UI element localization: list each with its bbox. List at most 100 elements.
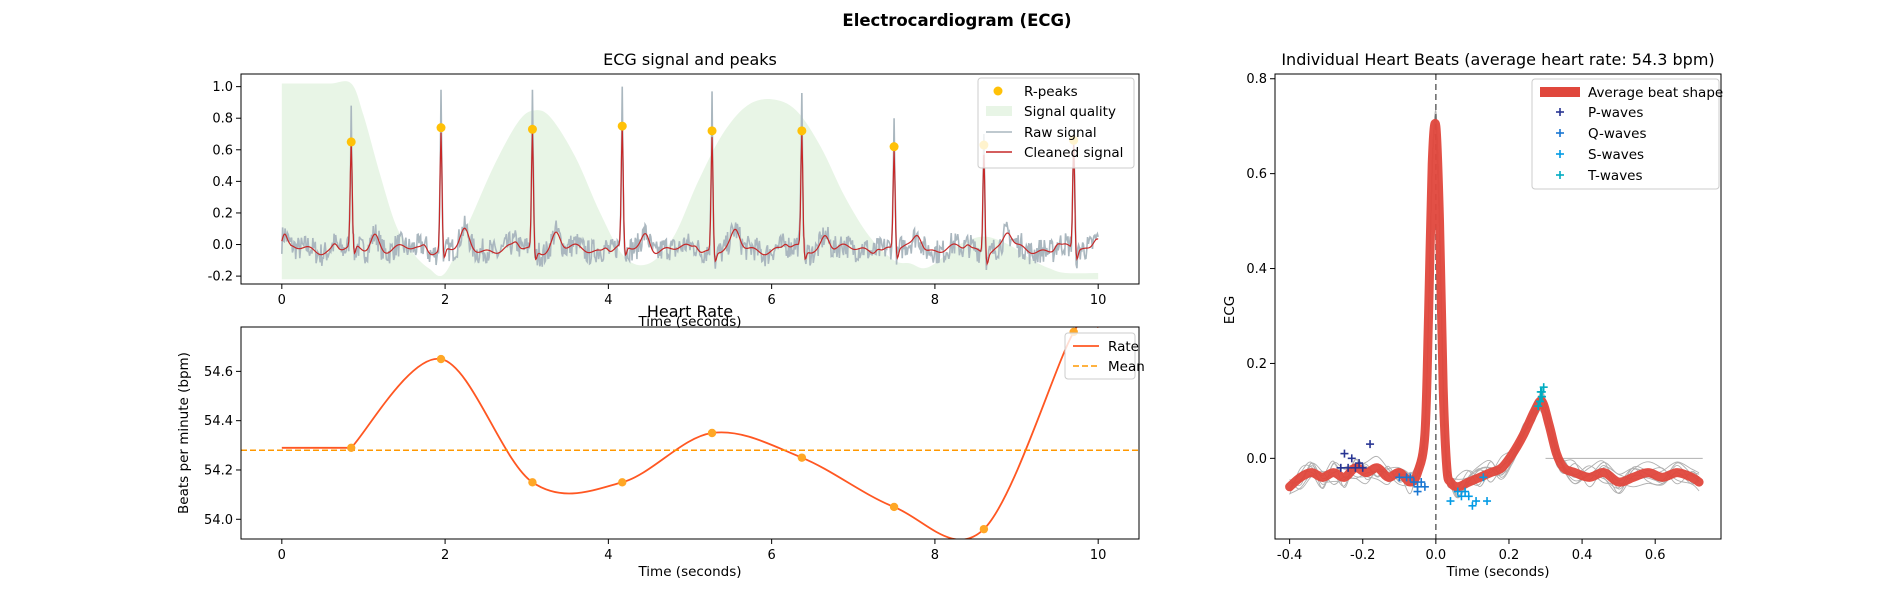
beats-ytick-label: 0.2 xyxy=(1246,357,1267,372)
q-wave-marker xyxy=(1413,487,1422,496)
rate-xtick-label: 0 xyxy=(278,548,286,563)
ecg-ytick-label: 0.8 xyxy=(212,112,233,127)
s-wave-marker xyxy=(1468,501,1477,510)
p-wave-marker xyxy=(1366,440,1375,449)
beats-xtick-label: 0.4 xyxy=(1572,548,1593,563)
legend-label-mean: Mean xyxy=(1108,359,1145,375)
p-wave-marker xyxy=(1347,454,1356,463)
r-peak-point xyxy=(617,121,627,131)
rate-point xyxy=(528,478,537,487)
t-wave-marker xyxy=(1537,392,1546,401)
legend-label-r-peaks: R-peaks xyxy=(1024,84,1078,100)
rate-xtick-label: 2 xyxy=(441,548,449,563)
r-peak-point xyxy=(889,142,899,152)
figure-title: Electrocardiogram (ECG) xyxy=(842,11,1071,30)
beats-xtick-label: 0.6 xyxy=(1645,548,1666,563)
legend-swatch-quality xyxy=(986,106,1012,116)
rate-ytick-label: 54.0 xyxy=(204,513,233,528)
s-wave-marker xyxy=(1461,487,1470,496)
q-wave-marker xyxy=(1420,482,1429,491)
legend-swatch-s-waves xyxy=(1556,150,1564,158)
legend-label-quality: Signal quality xyxy=(1024,104,1116,120)
ecg-ytick-label: -0.2 xyxy=(208,270,233,285)
rate-point xyxy=(436,354,446,364)
beats-ytick-label: 0.0 xyxy=(1246,452,1267,467)
p-wave-marker xyxy=(1355,459,1364,468)
legend-label-s-waves: S-waves xyxy=(1588,147,1644,163)
rate-point xyxy=(707,428,717,438)
legend-label-raw: Raw signal xyxy=(1024,125,1097,141)
legend-label-p-waves: P-waves xyxy=(1588,105,1643,121)
rate-point xyxy=(889,502,899,512)
r-peak-point xyxy=(797,126,807,136)
ecg-xlabel: Time (seconds) xyxy=(637,314,741,330)
r-peak-point xyxy=(346,137,356,147)
ecg-plot-area xyxy=(281,81,1099,280)
beats-frame xyxy=(1274,73,1722,540)
rate-point xyxy=(797,453,807,462)
average-beat-line xyxy=(1285,119,1704,492)
p-wave-marker xyxy=(1344,463,1353,472)
legend-label-q-waves: Q-waves xyxy=(1588,126,1647,142)
legend-label-rate: Rate xyxy=(1108,339,1139,355)
rate-title: Heart Rate xyxy=(647,302,733,321)
rate-frame xyxy=(240,326,1140,540)
rate-ytick-label: 54.4 xyxy=(204,414,233,429)
ecg-xtick-label: 0 xyxy=(278,293,286,308)
rate-xtick-label: 4 xyxy=(604,548,612,563)
legend-label-t-waves: T-waves xyxy=(1587,168,1643,184)
ecg-ytick-label: 0.6 xyxy=(212,143,233,158)
rate-point xyxy=(979,524,989,534)
beats-plot-area xyxy=(1285,74,1704,539)
raw-signal-line xyxy=(281,86,1099,271)
rate-plot-area xyxy=(241,327,1139,539)
s-wave-marker xyxy=(1483,497,1492,506)
cleaned-signal-line xyxy=(281,126,1099,266)
legend-swatch-r-peaks xyxy=(993,86,1003,96)
legend-swatch-average xyxy=(1540,87,1580,97)
legend-swatch-p-waves xyxy=(1556,108,1564,116)
s-wave-marker xyxy=(1457,492,1466,501)
q-wave-marker xyxy=(1409,478,1418,487)
ecg-xtick-label: 6 xyxy=(767,293,775,308)
s-wave-marker xyxy=(1453,487,1462,496)
rate-point xyxy=(347,443,356,452)
p-wave-marker xyxy=(1340,449,1349,458)
r-peak-point xyxy=(707,126,717,136)
s-wave-marker xyxy=(1472,497,1481,506)
beats-ytick-label: 0.6 xyxy=(1246,167,1267,182)
q-wave-marker xyxy=(1417,478,1426,487)
p-wave-marker xyxy=(1358,463,1367,472)
rate-xtick-label: 8 xyxy=(931,548,939,563)
ecg-xtick-label: 4 xyxy=(604,293,612,308)
beats-xtick-label: -0.2 xyxy=(1350,548,1375,563)
ecg-ytick-label: 0.0 xyxy=(212,238,233,253)
ecg-title: ECG signal and peaks xyxy=(603,50,777,69)
rate-ytick-label: 54.6 xyxy=(204,365,233,380)
ecg-xtick-label: 8 xyxy=(931,293,939,308)
rate-ytick-label: 54.2 xyxy=(204,463,233,478)
ecg-xtick-label: 2 xyxy=(441,293,449,308)
ecg-ytick-label: 0.4 xyxy=(212,175,233,190)
beats-ytick-label: 0.8 xyxy=(1246,72,1267,87)
r-peak-point xyxy=(436,123,446,133)
legend-swatch-t-waves xyxy=(1556,171,1564,179)
t-wave-marker xyxy=(1534,402,1543,411)
s-wave-marker xyxy=(1464,492,1473,501)
legend-label-average: Average beat shape xyxy=(1588,85,1723,101)
s-wave-marker xyxy=(1446,497,1455,506)
beats-legend xyxy=(1531,78,1720,190)
t-wave-marker xyxy=(1539,383,1548,392)
ecg-axes: ECG signal and peaks Time (seconds) 0 2 4 6… xyxy=(208,50,1140,330)
rate-xtick-label: 6 xyxy=(767,548,775,563)
s-wave-marker xyxy=(1479,473,1488,482)
rate-axes: Heart Rate Time (seconds) Beats per minu… xyxy=(176,302,1145,580)
beats-axes: Individual Heart Beats (average heart ra… xyxy=(1222,50,1723,580)
r-peak-point xyxy=(527,124,537,134)
q-wave-marker xyxy=(1406,473,1415,482)
rate-xtick-label: 10 xyxy=(1090,548,1107,563)
signal-quality-area xyxy=(281,81,1099,280)
rate-legend xyxy=(1064,332,1136,380)
ecg-frame xyxy=(240,73,1140,285)
